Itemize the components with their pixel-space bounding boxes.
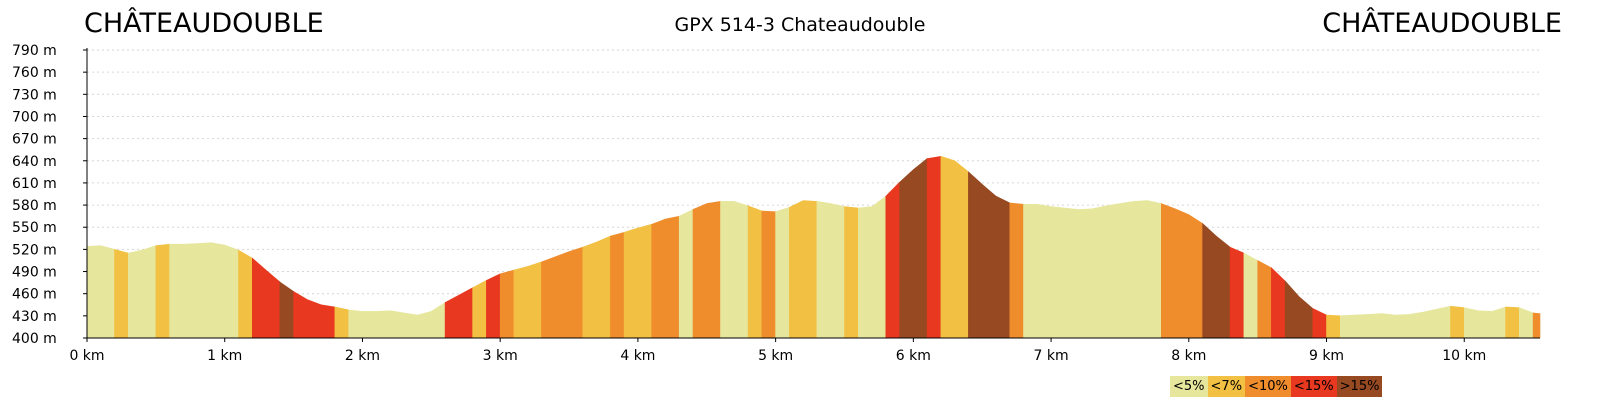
gradient-segment	[293, 290, 336, 339]
gradient-segment	[486, 273, 501, 339]
gradient-segment	[348, 302, 446, 339]
gradient-segment	[128, 245, 157, 339]
gradient-segment	[610, 232, 625, 339]
legend-item: >15%	[1336, 376, 1383, 397]
gradient-segment	[1202, 222, 1231, 339]
gradient-segment	[1519, 307, 1534, 339]
y-tick-label: 400 m	[12, 331, 57, 347]
gradient-segment	[789, 200, 818, 339]
gradient-segment	[899, 157, 928, 339]
y-axis-ticks: 400 m 430 m 460 m 490 m 520 m 550 m 580 m 610 m…	[12, 43, 87, 347]
gradient-segment	[1257, 260, 1272, 339]
y-tick-label: 670 m	[12, 132, 57, 148]
gradient-segment	[1009, 202, 1024, 339]
y-tick-label: 730 m	[12, 87, 57, 103]
gradient-segment	[513, 261, 542, 339]
y-tick-label: 460 m	[12, 287, 57, 303]
gradient-segment	[816, 201, 845, 339]
gradient-segment	[1023, 200, 1162, 339]
gradient-segment	[1229, 246, 1245, 339]
gradient-segment	[1532, 312, 1541, 339]
gradient-segment	[761, 210, 776, 339]
y-tick-label: 640 m	[12, 154, 57, 170]
x-tick-label: 4 km	[620, 348, 655, 364]
gradient-segment	[926, 155, 942, 339]
legend-item: <10%	[1245, 376, 1291, 397]
y-tick-label: 430 m	[12, 309, 57, 325]
gradient-segment	[541, 246, 584, 339]
gradient-segment	[86, 245, 115, 339]
x-tick-label: 7 km	[1034, 348, 1069, 364]
gradient-segment	[472, 279, 487, 339]
gradient-segment	[1326, 314, 1341, 339]
y-tick-label: 790 m	[12, 43, 57, 59]
x-tick-label: 1 km	[207, 348, 242, 364]
gradient-segment	[940, 155, 969, 339]
x-tick-label: 3 km	[483, 348, 518, 364]
gradient-segment	[169, 242, 239, 339]
y-tick-label: 610 m	[12, 176, 57, 192]
x-tick-label: 8 km	[1171, 348, 1206, 364]
end-location-label: CHÂTEAUDOUBLE	[1322, 8, 1562, 39]
gradient-segment	[623, 223, 652, 339]
gradient-segment	[692, 201, 721, 339]
x-axis-ticks: 0 km 1 km 2 km 3 km 4 km 5 km 6 km 7 km 8 km 9 km…	[69, 338, 1486, 364]
elevation-profile-area	[86, 155, 1541, 339]
gradient-segment	[844, 206, 859, 339]
gradient-segment	[775, 206, 790, 339]
y-tick-label: 520 m	[12, 242, 57, 258]
gradient-segment	[968, 171, 1011, 339]
x-tick-label: 6 km	[896, 348, 931, 364]
y-tick-label: 580 m	[12, 198, 57, 214]
gradient-segment	[582, 235, 611, 339]
gradient-segment	[1243, 252, 1258, 339]
gradient-segment	[651, 215, 680, 339]
gradient-segment	[1161, 203, 1203, 339]
legend-item: <15%	[1290, 376, 1337, 397]
y-tick-label: 550 m	[12, 220, 57, 236]
gradient-segment	[720, 201, 749, 339]
gradient-segment	[499, 269, 515, 339]
x-tick-label: 5 km	[758, 348, 793, 364]
gradient-segment	[155, 243, 170, 339]
gradient-segment	[279, 281, 294, 339]
gradient-segment	[1340, 305, 1451, 339]
gradient-segment	[1464, 306, 1506, 339]
gradient-segment	[114, 249, 129, 339]
gradient-segment	[444, 287, 473, 339]
legend-item: <7%	[1207, 376, 1246, 397]
gradient-segment	[334, 306, 349, 339]
legend-item: <5%	[1170, 376, 1208, 397]
x-tick-label: 9 km	[1309, 348, 1344, 364]
x-tick-label: 10 km	[1442, 348, 1486, 364]
x-tick-label: 0 km	[69, 348, 104, 364]
gradient-segment	[1505, 306, 1520, 339]
gradient-segment	[885, 181, 900, 339]
gradient-segment	[858, 195, 887, 339]
gradient-segment	[238, 249, 253, 339]
start-location-label: CHÂTEAUDOUBLE	[84, 8, 324, 39]
y-tick-label: 760 m	[12, 65, 57, 81]
gradient-segment	[1271, 267, 1286, 339]
y-tick-label: 700 m	[12, 109, 57, 125]
gradient-segment	[678, 209, 694, 339]
axes	[86, 48, 1540, 339]
gradient-segment	[1312, 308, 1327, 339]
gradient-segment	[1450, 305, 1465, 339]
gradient-segment	[747, 205, 763, 339]
y-tick-label: 490 m	[12, 265, 57, 281]
gradient-legend: <5% <7% <10% <15% >15%	[1170, 376, 1383, 397]
gradient-segment	[252, 257, 281, 339]
gradient-segment	[1284, 280, 1314, 339]
chart-title: GPX 514-3 Chateaudouble	[674, 14, 926, 36]
x-tick-label: 2 km	[345, 348, 380, 364]
